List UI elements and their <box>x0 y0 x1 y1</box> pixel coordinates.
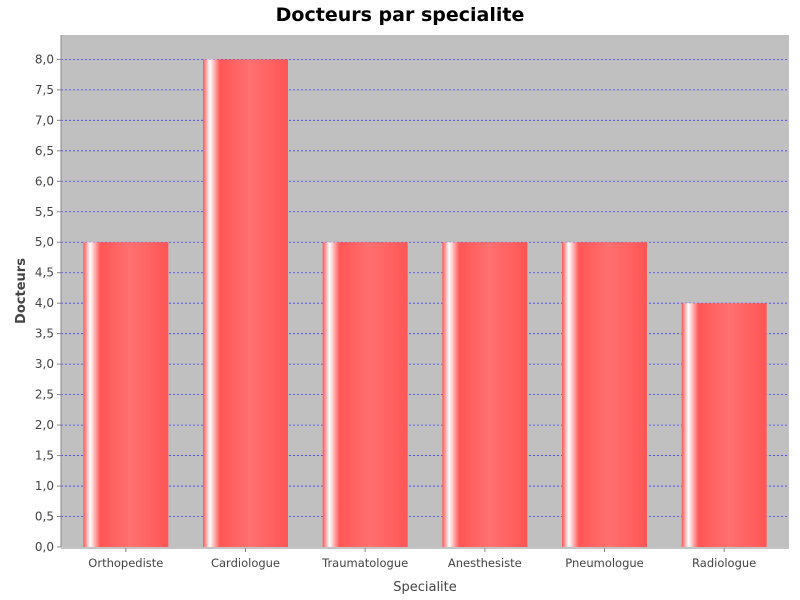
y-ticks: 0,0 0,5 1,0 1,5 2,0 2,5 3,0 3,5 4,0 4,5 5,0 5,5 6,0 6… <box>35 52 61 554</box>
bar-orthopediste <box>83 242 169 547</box>
y-tick-label: 8,0 <box>35 52 54 66</box>
y-axis-label: Docteurs <box>14 258 29 324</box>
y-tick-label: 3,5 <box>35 327 54 341</box>
y-tick-label: 5,5 <box>35 205 54 219</box>
x-tick-label: Cardiologue <box>211 556 280 570</box>
y-tick-label: 2,5 <box>35 388 54 402</box>
y-tick-label: 7,0 <box>35 113 54 127</box>
bar-traumatologue <box>322 242 408 547</box>
y-tick-label: 3,0 <box>35 357 54 371</box>
x-axis-label: Specialite <box>393 580 457 595</box>
bars <box>83 59 767 547</box>
y-tick-label: 4,0 <box>35 296 54 310</box>
plot-area <box>61 35 789 547</box>
x-ticks: Orthopediste Cardiologue Traumatologue Anes… <box>88 548 756 570</box>
x-tick-label: Orthopediste <box>88 556 163 570</box>
x-tick-label: Traumatologue <box>321 556 408 570</box>
bar-radiologue <box>681 303 767 547</box>
x-tick-label: Radiologue <box>692 556 756 570</box>
y-tick-label: 4,5 <box>35 266 54 280</box>
x-tick-label: Anesthesiste <box>448 556 522 570</box>
bar-cardiologue <box>203 59 288 547</box>
bar-pneumologue <box>562 242 647 547</box>
y-tick-label: 6,5 <box>35 144 54 158</box>
y-tick-label: 0,0 <box>35 540 54 554</box>
y-tick-label: 1,0 <box>35 479 54 493</box>
y-tick-label: 6,0 <box>35 174 54 188</box>
chart-title: Docteurs par specialite <box>276 4 525 26</box>
y-tick-label: 0,5 <box>35 510 54 524</box>
y-tick-label: 1,5 <box>35 449 54 463</box>
y-tick-label: 2,0 <box>35 418 54 432</box>
y-tick-label: 5,0 <box>35 235 54 249</box>
bar-anesthesiste <box>442 242 528 547</box>
gridlines <box>61 58 789 517</box>
x-tick-label: Pneumologue <box>565 556 644 570</box>
y-tick-label: 7,5 <box>35 83 54 97</box>
